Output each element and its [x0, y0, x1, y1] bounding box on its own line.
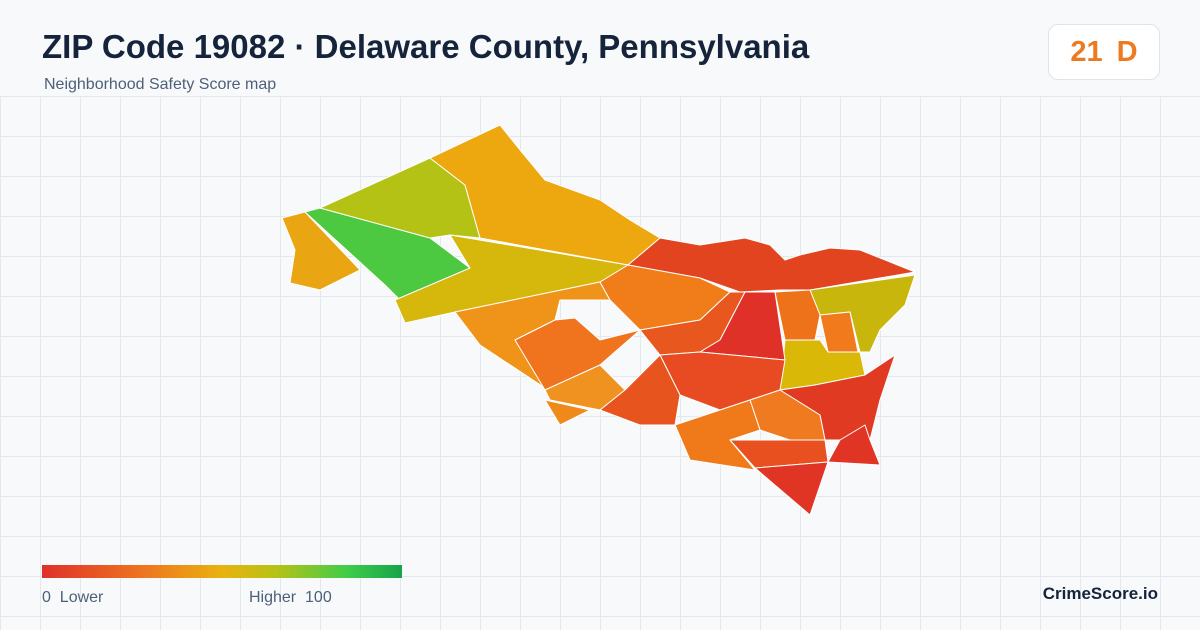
area	[429, 124, 661, 266]
area	[674, 399, 761, 471]
legend-max: Higher 100	[249, 589, 332, 607]
area	[627, 237, 916, 293]
area	[699, 291, 786, 361]
area	[774, 289, 821, 341]
brand: CrimeScore.io	[1042, 584, 1158, 603]
area	[754, 424, 881, 516]
title: ZIP Code 19082 · Delaware County, Pennsy…	[42, 28, 810, 65]
subtitle: Neighborhood Safety Score map	[44, 76, 277, 93]
legend-max-value: 100	[305, 589, 332, 606]
header: ZIP Code 19082 · Delaware County, Pennsy…	[0, 0, 1200, 96]
area	[819, 311, 859, 353]
map-areas	[281, 124, 916, 516]
score-value: 21	[1070, 35, 1103, 68]
area	[544, 399, 591, 426]
legend-gradient	[42, 565, 402, 578]
score-grade: D	[1116, 35, 1138, 68]
legend-min-label: Lower	[59, 589, 104, 606]
score-badge: 21 D	[1048, 24, 1160, 80]
legend-min-value: 0	[42, 589, 51, 606]
legend-max-label: Higher	[249, 589, 297, 606]
legend-min: 0 Lower	[42, 589, 103, 607]
